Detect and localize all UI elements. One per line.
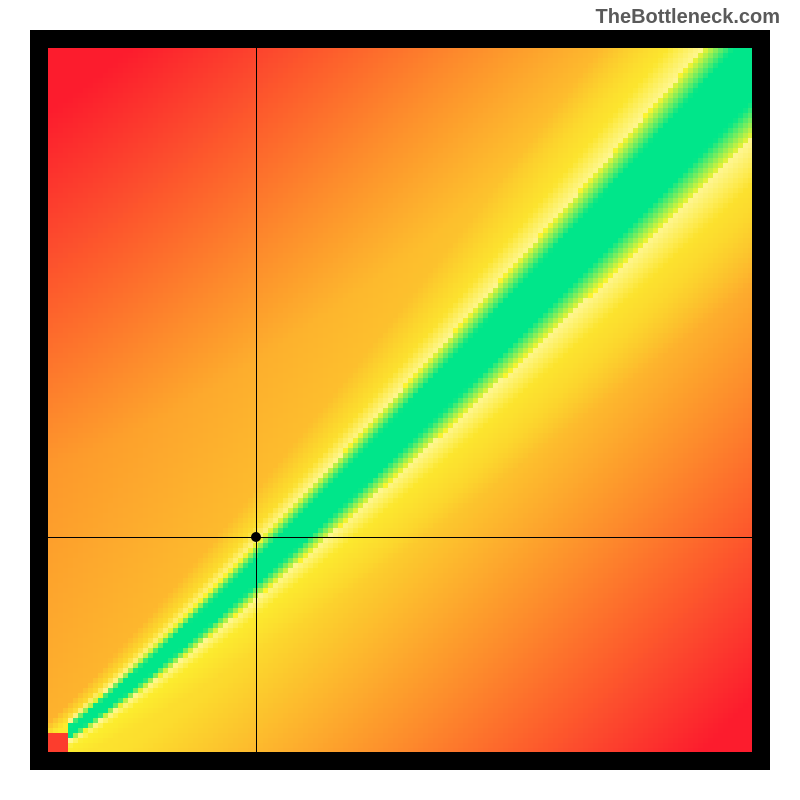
crosshair-horizontal xyxy=(48,537,752,538)
heatmap-canvas xyxy=(48,48,752,752)
watermark-text: TheBottleneck.com xyxy=(596,6,780,29)
crosshair-marker-dot xyxy=(251,532,261,542)
heatmap-plot-area xyxy=(48,48,752,752)
crosshair-vertical xyxy=(256,48,257,752)
chart-border xyxy=(30,30,770,770)
